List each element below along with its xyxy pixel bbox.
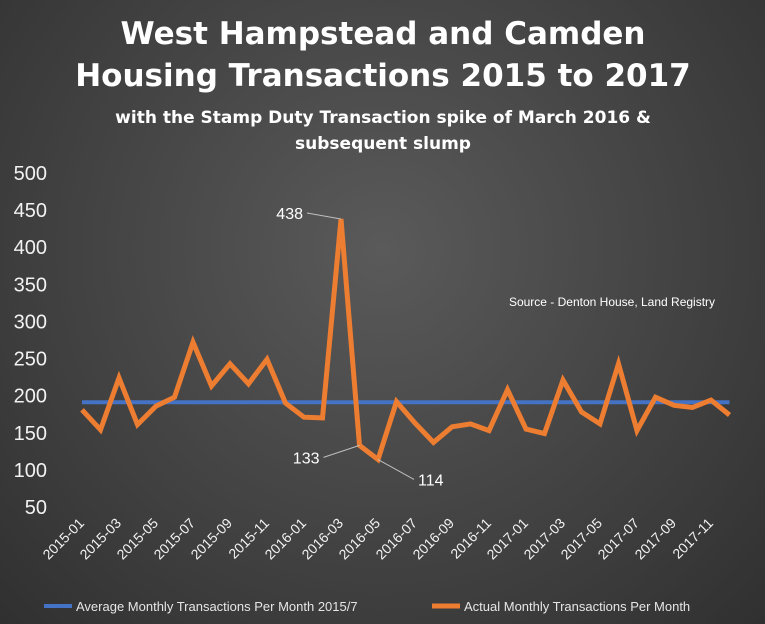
chart-subtitle-line-1: with the Stamp Duty Transaction spike of…	[115, 108, 651, 128]
annotation-label: 438	[276, 206, 303, 223]
annotation-leader-line	[377, 459, 415, 480]
source-note: Source - Denton House, Land Registry	[509, 295, 715, 309]
y-tick-label: 450	[14, 200, 47, 222]
y-tick-label: 300	[14, 311, 47, 333]
annotation-label: 114	[418, 472, 444, 489]
annotations: 438 133 114	[276, 206, 443, 489]
x-tick-label: 2015-09	[187, 515, 235, 563]
series-group	[80, 218, 732, 464]
y-tick-label: 150	[14, 423, 47, 445]
y-tick-label: 400	[14, 237, 47, 259]
annotation-leader-line	[323, 444, 360, 458]
legend: Average Monthly Transactions Per Month 2…	[44, 599, 690, 614]
y-tick-label: 200	[14, 386, 47, 408]
chart-subtitle-line-2: subsequent slump	[295, 134, 471, 154]
y-axis-ticks: 50 100 150 200 250 300 350 400 450 500	[14, 163, 47, 519]
x-tick-label: 2017-11	[669, 515, 716, 562]
chart-title-line-1: West Hampstead and Camden	[121, 16, 646, 52]
x-axis-ticks: 2015-012015-032015-052015-072015-092015-…	[39, 515, 716, 563]
actual-series-line	[80, 218, 732, 464]
x-tick-label: 2017-09	[631, 515, 679, 563]
y-tick-label: 50	[25, 497, 47, 519]
y-tick-label: 250	[14, 349, 47, 371]
x-tick-label: 2016-09	[409, 515, 457, 563]
y-tick-label: 350	[14, 274, 47, 296]
legend-label: Actual Monthly Transactions Per Month	[464, 599, 690, 614]
annotation-label: 133	[293, 450, 320, 467]
chart-title-line-2: Housing Transactions 2015 to 2017	[75, 58, 691, 94]
legend-label: Average Monthly Transactions Per Month 2…	[76, 599, 358, 614]
y-tick-label: 100	[14, 460, 47, 482]
y-tick-label: 500	[14, 163, 47, 185]
annotation-leader-line	[306, 212, 342, 220]
